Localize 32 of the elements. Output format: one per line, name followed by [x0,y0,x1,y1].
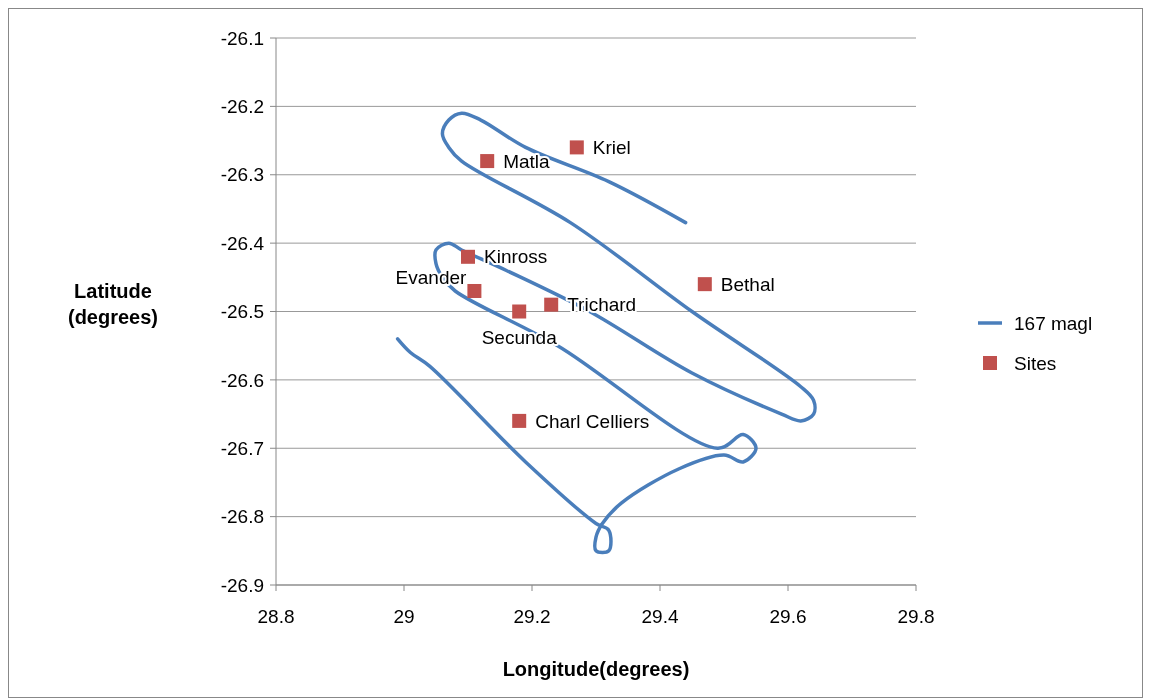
x-tick-label: 28.8 [257,606,295,627]
y-tick-label: -26.9 [220,574,264,596]
x-tick-label: 29 [393,606,415,627]
y-tick-label: -26.3 [220,164,264,186]
point [480,154,495,169]
y-axis-title: Latitude (degrees) [67,280,159,328]
legend-label: 167 magl [1014,312,1093,334]
point [697,277,712,292]
x-tick-label: 29.4 [641,606,679,627]
y-tick-label: -26.8 [220,506,264,528]
y-tick-label: -26.5 [220,301,264,323]
y-tick-label: -26.4 [220,232,265,254]
data-label: Kinross [484,246,548,268]
point [512,413,527,428]
data-label: Charl Celliers [535,410,650,432]
point [512,304,527,319]
x-axis-title: Longitude(degrees) [502,658,690,680]
point [461,249,475,264]
point [467,283,482,298]
y-tick-label: -26.2 [220,96,264,118]
legend-label: Sites [1014,352,1057,374]
y-tick-label: -26.7 [220,437,264,459]
x-tick-label: 29.2 [513,606,551,627]
point [544,297,559,312]
y-tick-label: -26.6 [220,369,264,391]
data-label: Matla [503,150,551,172]
x-tick-label: 29.8 [897,606,935,627]
data-label: Bethal [720,273,775,295]
data-label: Kriel [592,137,631,159]
point [569,140,584,155]
x-tick-label: 29.6 [769,606,807,627]
y-tick-label: -26.1 [220,27,264,49]
